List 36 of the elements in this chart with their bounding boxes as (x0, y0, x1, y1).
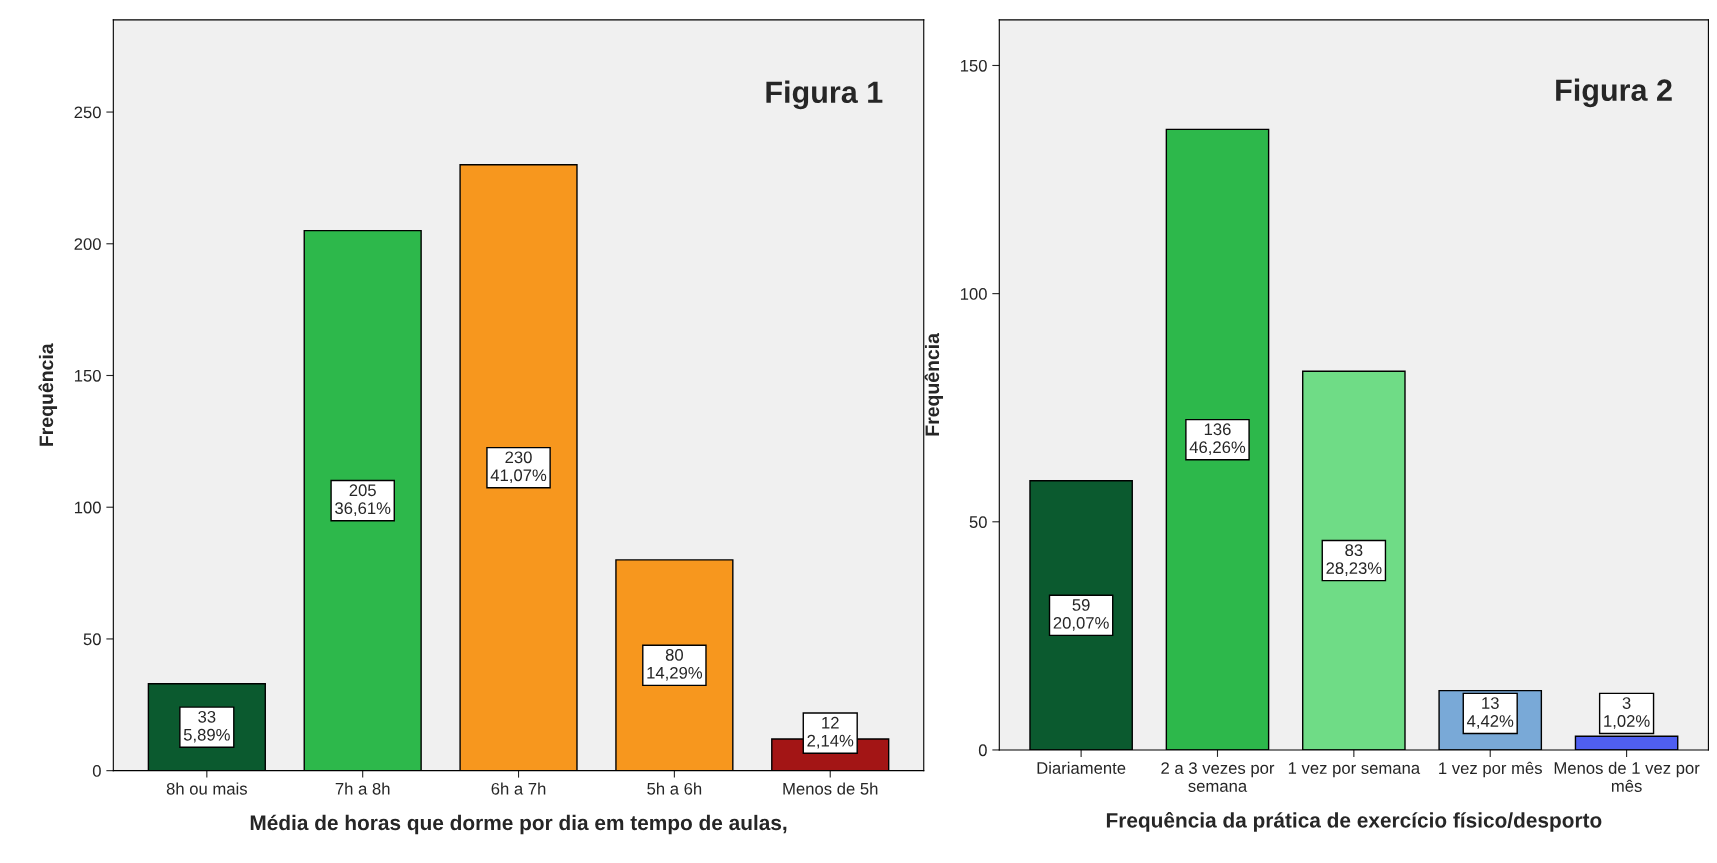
y-axis-title: Frequência (38, 343, 58, 446)
y-tick-label: 50 (969, 516, 987, 528)
data-label: 80 14,29% (647, 648, 703, 681)
y-tick-label: 150 (960, 59, 987, 72)
data-label: 59 20,07% (1053, 599, 1109, 631)
x-tick-label: Menos de 1 vez por mês (1554, 761, 1700, 792)
y-tick-label: 50 (83, 633, 101, 646)
data-label: 13 4,42% (1466, 697, 1514, 729)
x-tick-label: 6h a 7h (491, 782, 546, 795)
x-tick-label: 8h ou mais (166, 782, 247, 795)
data-label: 12 2,14% (807, 716, 854, 749)
data-label: 205 36,61% (335, 484, 391, 517)
y-tick-label: 0 (978, 744, 987, 757)
annotation: Figura 2 (1556, 78, 1672, 108)
x-tick-label: 1 vez por mês (1439, 761, 1542, 778)
y-tick-label: 0 (92, 765, 101, 777)
x-tick-label: 5h a 6h (647, 782, 702, 795)
data-label: 136 46,26% (1189, 423, 1246, 456)
x-tick-label: 2 a 3 vezes por semana (1161, 762, 1275, 792)
x-axis-title: Frequência da prática de exercício físico/desporto (1106, 811, 1602, 832)
x-tick-label: 7h a 8h (335, 782, 390, 795)
x-tick-label: 1 vez por semana (1288, 762, 1421, 778)
y-tick-label: 150 (74, 369, 101, 382)
y-tick-label: 100 (74, 501, 101, 514)
data-label: 33 5,89% (183, 710, 230, 743)
x-tick-label: Menos de 5h (783, 782, 878, 795)
data-label: 230 41,07% (490, 451, 547, 484)
y-tick-label: 100 (960, 288, 987, 300)
data-label: 83 28,23% (1326, 544, 1382, 576)
data-label: 3 1,02% (1604, 697, 1650, 729)
y-axis-title: Frequência (924, 332, 944, 436)
y-tick-label: 200 (74, 238, 101, 250)
annotation: Figura 1 (766, 80, 883, 110)
y-tick-label: 250 (74, 106, 101, 119)
x-tick-label: Diariamente (1037, 761, 1126, 774)
x-axis-title: Média de horas que dorme por dia em tempo de aulas, (250, 814, 787, 835)
